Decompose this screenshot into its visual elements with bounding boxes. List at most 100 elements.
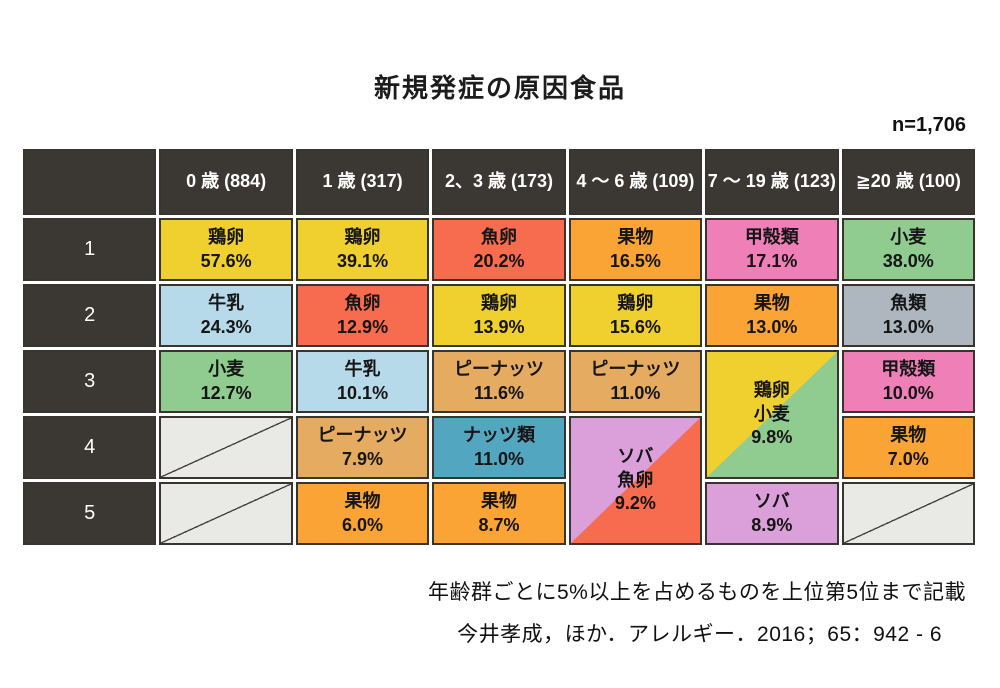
food-name: 牛乳 bbox=[344, 359, 381, 380]
food-percent: 13.0% bbox=[746, 316, 798, 337]
age-n: (109) bbox=[652, 171, 695, 192]
cell-rank2-age0: 牛乳 24.3% bbox=[159, 284, 293, 347]
food-percent: 7.9% bbox=[342, 448, 384, 469]
sample-size-label: n=1,706 bbox=[892, 114, 966, 136]
header-row: 0 歳 (884) 1 歳 (317) 2、3 歳 (173) 4 ～ 6 歳 … bbox=[23, 149, 975, 215]
rank-1-row: 1 鶏卵 57.6% 鶏卵 39.1% 魚卵 20.2% 果物 16.5% 甲殻… bbox=[23, 218, 975, 281]
food-name-2: 小麦 bbox=[753, 403, 790, 424]
age-label: 1 歳 bbox=[322, 171, 356, 192]
rank-3-row: 3 小麦 12.7% 牛乳 10.1% ピーナッツ 11.6% ピーナッツ 11… bbox=[23, 350, 975, 479]
food-name: 鶏卵 bbox=[617, 293, 654, 314]
cell-rank2-age1: 魚卵 12.9% bbox=[295, 284, 430, 347]
food-percent: 11.0% bbox=[473, 448, 524, 469]
food-name: 鶏卵 bbox=[753, 380, 790, 401]
food-name-2: 魚卵 bbox=[617, 469, 654, 490]
food-name: 甲殻類 bbox=[881, 359, 936, 380]
age-label: 0 歳 bbox=[186, 171, 220, 192]
cell-rank3-4-age4-merged: 鶏卵 小麦 9.8% bbox=[705, 350, 839, 479]
allergy-cause-table: 0 歳 (884) 1 歳 (317) 2、3 歳 (173) 4 ～ 6 歳 … bbox=[20, 146, 978, 548]
cell-rank3-age2: ピーナッツ 11.6% bbox=[432, 350, 566, 413]
food-name: 魚卵 bbox=[480, 227, 517, 248]
food-percent: 6.0% bbox=[342, 514, 384, 535]
food-name: 魚類 bbox=[890, 293, 927, 314]
food-name: 果物 bbox=[480, 491, 517, 512]
food-percent: 8.7% bbox=[478, 514, 520, 535]
food-percent: 7.0% bbox=[887, 448, 929, 469]
food-percent: 10.0% bbox=[882, 382, 934, 403]
age-header-3: 4 ～ 6 歳 (109) bbox=[568, 149, 703, 215]
age-n: (317) bbox=[360, 171, 403, 192]
food-name: 果物 bbox=[890, 425, 927, 446]
cell-rank4-age2: ナッツ類 11.0% bbox=[432, 416, 566, 479]
food-name: 甲殻類 bbox=[744, 227, 799, 248]
food-name: ソバ bbox=[753, 491, 790, 512]
cell-rank4-age1: ピーナッツ 7.9% bbox=[295, 416, 430, 479]
cell-rank1-age5: 小麦 38.0% bbox=[841, 218, 975, 281]
age-n: (884) bbox=[224, 171, 267, 192]
food-name: 果物 bbox=[617, 227, 654, 248]
cell-rank2-age5: 魚類 13.0% bbox=[841, 284, 975, 347]
cell-rank5-age2: 果物 8.7% bbox=[432, 482, 566, 545]
age-n: (173) bbox=[510, 171, 554, 192]
corner-cell bbox=[23, 149, 157, 215]
cell-rank1-age4: 甲殻類 17.1% bbox=[705, 218, 839, 281]
cell-rank3-age5: 甲殻類 10.0% bbox=[841, 350, 975, 413]
cell-rank3-age0: 小麦 12.7% bbox=[159, 350, 293, 413]
food-name: ピーナッツ bbox=[317, 425, 408, 446]
cell-rank1-age0: 鶏卵 57.6% bbox=[159, 218, 293, 281]
food-percent: 24.3% bbox=[200, 316, 252, 337]
age-label: 2、3 歳 bbox=[444, 171, 506, 192]
cell-rank2-age4: 果物 13.0% bbox=[705, 284, 839, 347]
food-name: ソバ bbox=[617, 446, 654, 467]
age-label: 4 ～ 6 歳 bbox=[576, 171, 648, 192]
age-header-2: 2、3 歳 (173) bbox=[432, 149, 566, 215]
food-percent: 17.1% bbox=[746, 250, 798, 271]
food-percent: 12.7% bbox=[200, 382, 252, 403]
rank-cell-2: 2 bbox=[23, 284, 157, 347]
food-percent: 13.0% bbox=[882, 316, 934, 337]
cell-rank5-age1: 果物 6.0% bbox=[295, 482, 430, 545]
age-header-5: ≧20 歳 (100) bbox=[841, 149, 975, 215]
food-percent: 13.9% bbox=[473, 316, 525, 337]
footnote-text: 年齢群ごとに5%以上を占めるものを上位第5位まで記載 bbox=[427, 581, 966, 604]
food-name: 鶏卵 bbox=[344, 227, 381, 248]
age-n: (123) bbox=[793, 171, 836, 192]
food-percent: 15.6% bbox=[609, 316, 661, 337]
cell-rank5-age4: ソバ 8.9% bbox=[705, 482, 839, 545]
food-name: 果物 bbox=[753, 293, 790, 314]
food-name: 鶏卵 bbox=[480, 293, 517, 314]
cell-rank4-5-age3-merged: ソバ 魚卵 9.2% bbox=[568, 416, 703, 545]
food-name: ピーナッツ bbox=[590, 359, 681, 380]
food-percent: 38.0% bbox=[882, 250, 934, 271]
food-percent: 39.1% bbox=[337, 250, 389, 271]
citation-text: 今井孝成，ほか．アレルギー．2016；65：942 - 6 bbox=[457, 623, 942, 646]
empty-cell-rank5-age0 bbox=[159, 482, 293, 545]
rank-2-row: 2 牛乳 24.3% 魚卵 12.9% 鶏卵 13.9% 鶏卵 15.6% 果物… bbox=[23, 284, 975, 347]
food-percent: 16.5% bbox=[609, 250, 661, 271]
empty-cell-rank5-age5 bbox=[841, 482, 975, 545]
rank-5-row: 5 果物 6.0% 果物 8.7% ソバ 8.9% bbox=[23, 482, 975, 545]
food-name: 小麦 bbox=[208, 359, 245, 380]
cell-rank3-age3: ピーナッツ 11.0% bbox=[568, 350, 703, 413]
food-percent: 8.9% bbox=[751, 514, 793, 535]
cell-rank1-age1: 鶏卵 39.1% bbox=[295, 218, 430, 281]
food-name: ピーナッツ bbox=[453, 359, 544, 380]
food-percent: 11.6% bbox=[473, 382, 524, 403]
cell-rank4-age5: 果物 7.0% bbox=[841, 416, 975, 479]
age-header-1: 1 歳 (317) bbox=[295, 149, 430, 215]
food-name: 小麦 bbox=[890, 227, 927, 248]
cell-rank1-age3: 果物 16.5% bbox=[568, 218, 703, 281]
age-header-0: 0 歳 (884) bbox=[159, 149, 293, 215]
empty-cell-rank4-age0 bbox=[159, 416, 293, 479]
food-percent: 11.0% bbox=[610, 382, 661, 403]
age-n: (100) bbox=[918, 171, 961, 192]
rank-4-row: 4 ピーナッツ 7.9% ナッツ類 11.0% ソバ 魚卵 9.2% 果物 7.… bbox=[23, 416, 975, 545]
food-percent: 9.2% bbox=[614, 493, 656, 514]
rank-cell-5: 5 bbox=[23, 482, 157, 545]
figure-title: 新規発症の原因食品 bbox=[373, 73, 626, 103]
food-name: 果物 bbox=[344, 491, 381, 512]
age-label: 7 ～ 19 歳 bbox=[707, 171, 789, 192]
cell-rank2-age3: 鶏卵 15.6% bbox=[568, 284, 703, 347]
food-percent: 20.2% bbox=[473, 250, 525, 271]
food-name: ナッツ類 bbox=[462, 425, 535, 446]
